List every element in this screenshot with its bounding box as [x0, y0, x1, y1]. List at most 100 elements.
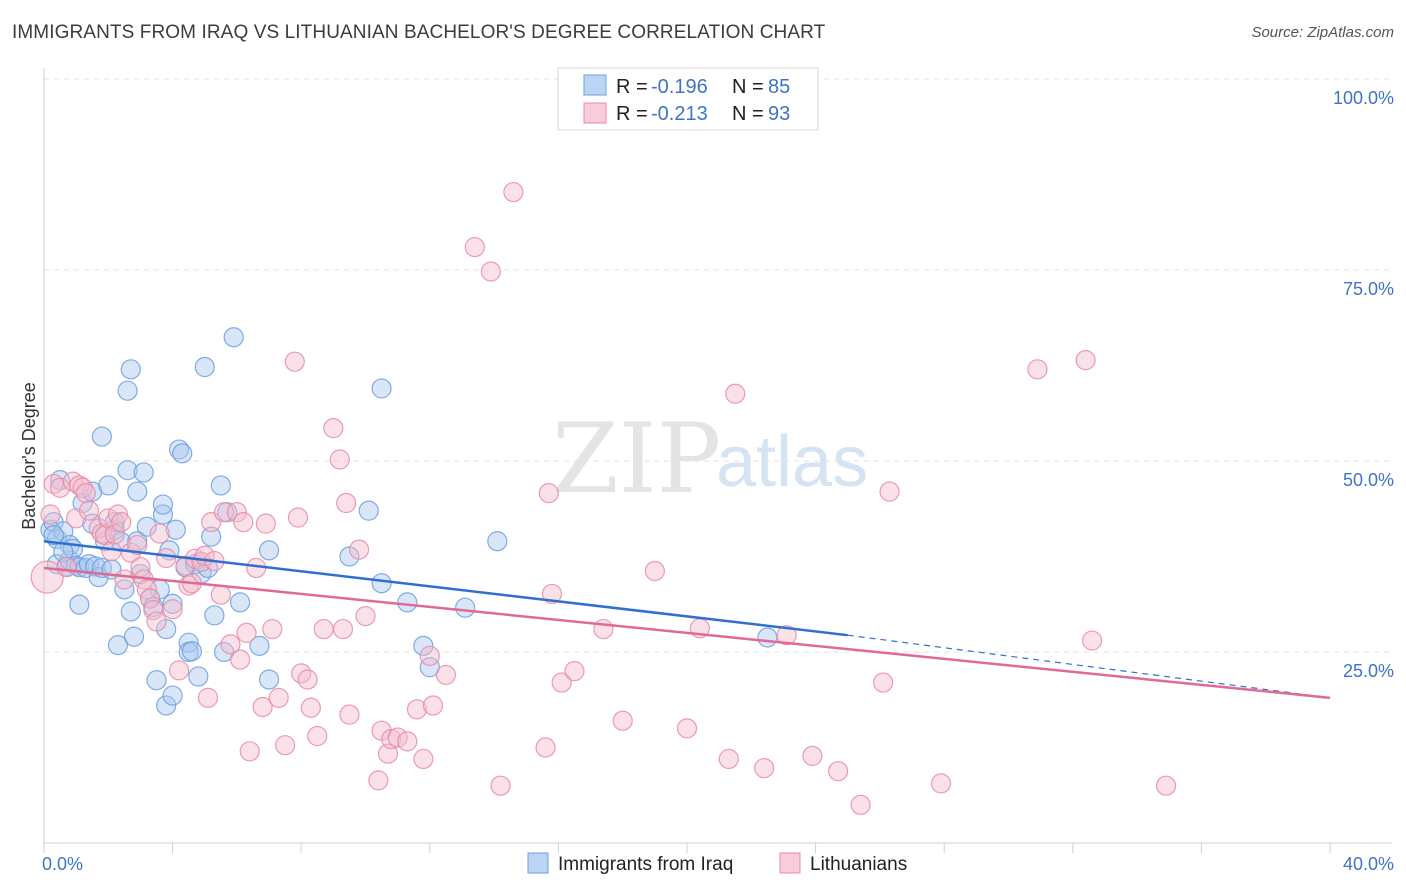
iraq-trend-line: [43, 539, 848, 637]
lithuanians-point: [676, 718, 698, 739]
legend-r-value-1: -0.196: [651, 76, 708, 98]
lithuanians-point: [307, 725, 328, 747]
axes: [43, 68, 1392, 853]
legend-swatch-lithuanians: [583, 102, 607, 124]
lithuanians-point: [127, 534, 148, 556]
y-tick-label: 75.0%: [1343, 279, 1394, 299]
iraq-point: [162, 593, 183, 614]
lithuanians-point: [197, 687, 219, 708]
lithuanians-point: [329, 449, 350, 470]
chart-title: IMMIGRANTS FROM IRAQ VS LITHUANIAN BACHE…: [12, 22, 826, 43]
lithuanians-point: [1081, 630, 1103, 651]
watermark-zip: ZIP: [552, 403, 721, 515]
lithuanians-point: [146, 611, 167, 632]
lithuanians-point: [72, 477, 93, 498]
iraq-point: [69, 594, 90, 615]
x-tick-min: 0.0%: [42, 854, 83, 874]
bottom-legend-label-iraq: Immigrants from Iraq: [558, 854, 733, 875]
lithuanians-point: [538, 482, 559, 504]
lithuanians-point: [644, 560, 665, 582]
iraq-point: [98, 475, 119, 496]
lithuanians-point: [355, 605, 376, 627]
iraq-point: [127, 481, 148, 502]
lithuanians-trend-line: [43, 566, 1331, 700]
source-label: Source: ZipAtlas.com: [1251, 24, 1394, 41]
lithuanians-point: [419, 645, 440, 666]
lithuanians-point: [348, 539, 370, 560]
iraq-point: [258, 540, 280, 561]
lithuanians-point: [397, 731, 418, 752]
iraq-point: [168, 439, 190, 460]
lithuanians-point: [413, 748, 434, 770]
iraq-point: [230, 592, 251, 613]
lithuanians-point: [422, 695, 444, 716]
lithuanians-point: [930, 773, 952, 794]
iraq-point: [204, 605, 225, 626]
iraq-point: [133, 462, 154, 483]
lithuanians-point: [75, 482, 96, 504]
legend-r-value-2: -0.213: [651, 103, 708, 125]
lithuanians-point: [226, 502, 247, 523]
legend-n-label-2: N =: [732, 103, 764, 125]
iraq-point: [120, 601, 141, 622]
iraq-point: [162, 685, 183, 706]
lithuanians-point: [178, 575, 199, 596]
lithuanians-point: [1075, 350, 1096, 371]
iraq-point: [152, 494, 174, 515]
lithuanians-point: [220, 634, 241, 655]
iraq-point: [210, 475, 231, 496]
iraq-point: [487, 531, 508, 552]
y-tick-label: 100.0%: [1333, 88, 1394, 108]
watermark: ZIP atlas: [552, 403, 868, 515]
lithuanians-point: [879, 481, 900, 502]
lithuanians-point: [332, 618, 354, 640]
iraq-point: [91, 426, 112, 447]
lithuanians-point: [101, 541, 122, 562]
lithuanians-point: [551, 672, 572, 693]
trend-lines: [43, 539, 1331, 700]
lithuanians-point: [323, 418, 344, 439]
lithuanians-point: [435, 664, 456, 686]
bottom-legend-swatch-iraq: [527, 852, 549, 874]
iraq-point: [455, 597, 476, 618]
lithuanians-point: [62, 471, 84, 492]
watermark-atlas: atlas: [716, 422, 868, 502]
iraq-point: [49, 470, 71, 491]
iraq-point: [117, 460, 138, 481]
lithuanians-point: [168, 660, 190, 681]
y-tick-label: 25.0%: [1343, 661, 1394, 681]
bottom-legend: Immigrants from Iraq Lithuanians: [527, 852, 907, 875]
lithuanians-point: [268, 687, 289, 708]
lithuanians-point: [114, 569, 135, 590]
lithuanians-point: [381, 728, 402, 750]
legend-r-label-1: R =: [616, 76, 648, 98]
iraq-point: [223, 327, 244, 348]
lithuanians-point: [776, 625, 797, 646]
lithuanians-point: [66, 508, 87, 529]
iraq-point: [413, 635, 434, 656]
lithuanians-point: [464, 236, 485, 258]
iraq-point: [757, 627, 778, 648]
x-tick-max: 40.0%: [1343, 854, 1394, 874]
lithuanians-point: [541, 583, 563, 605]
lithuanians-point: [503, 181, 524, 203]
lithuanians-point: [828, 761, 849, 782]
lithuanians-point: [162, 599, 183, 620]
lithuanians-point: [233, 512, 254, 533]
legend-swatch-iraq: [583, 74, 607, 96]
lithuanians-point: [313, 618, 334, 640]
lithuanians-point: [406, 699, 428, 720]
iraq-point: [201, 526, 222, 547]
bottom-legend-swatch-lithuanians: [779, 852, 801, 874]
lithuanians-point: [1155, 775, 1177, 796]
iraq-point: [165, 519, 186, 540]
legend-r-label-2: R =: [616, 103, 648, 125]
lithuanians-point: [480, 261, 501, 282]
lithuanians-point: [139, 588, 161, 609]
iraq-point: [194, 356, 215, 378]
iraq-point: [358, 500, 379, 521]
lithuanians-point: [287, 507, 309, 528]
iraq-point: [181, 641, 202, 662]
lithuanians-point: [490, 775, 511, 796]
lithuanians-point: [104, 524, 125, 545]
